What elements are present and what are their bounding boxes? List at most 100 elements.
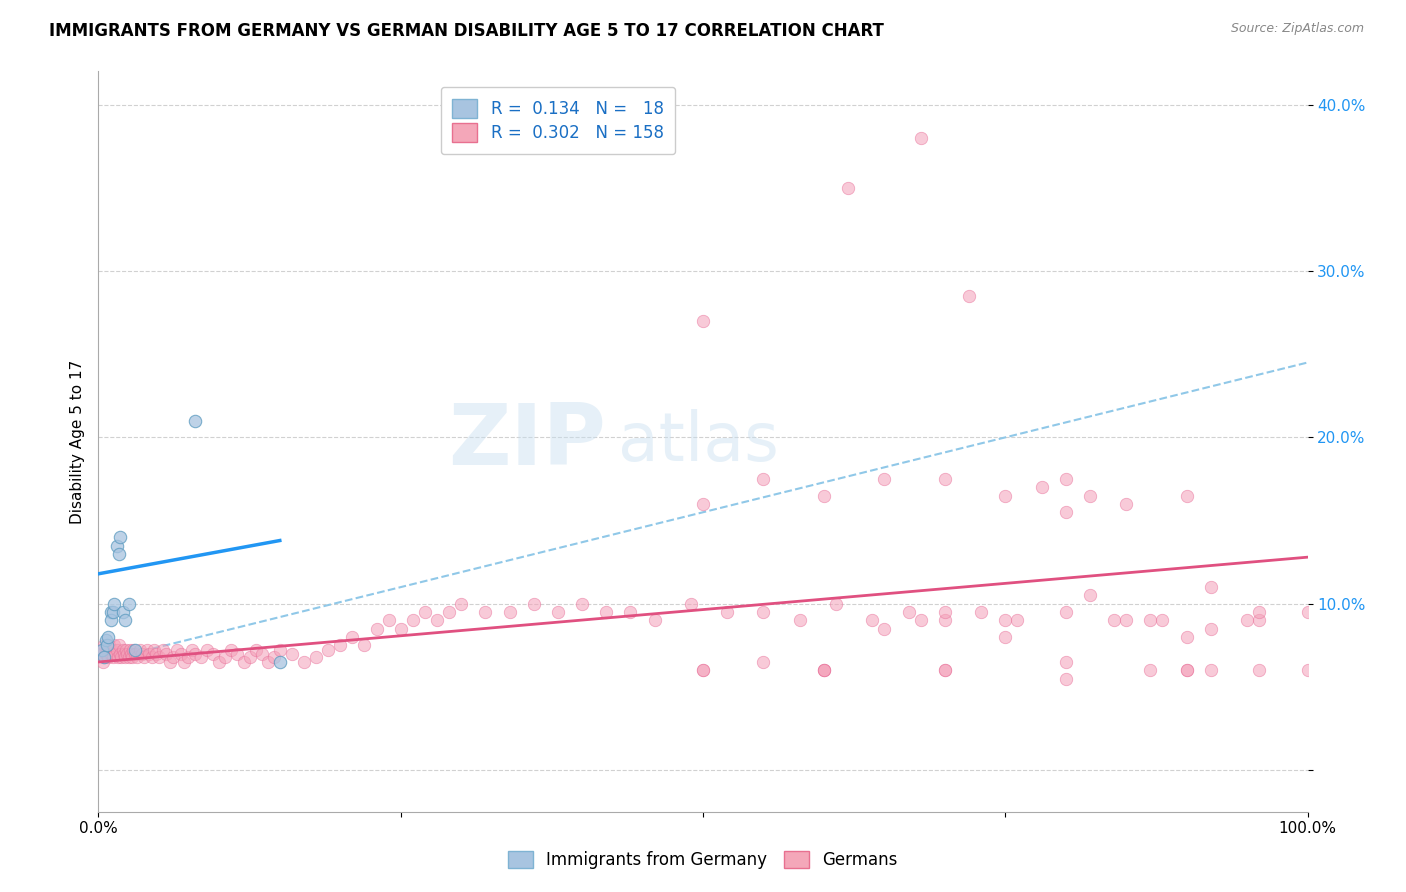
Text: Source: ZipAtlas.com: Source: ZipAtlas.com: [1230, 22, 1364, 36]
Point: [117, 647, 139, 661]
Point: [1054, 672, 1077, 686]
Point: [1296, 663, 1319, 677]
Point: [813, 489, 835, 503]
Point: [994, 489, 1017, 503]
Point: [96, 638, 118, 652]
Point: [100, 647, 122, 661]
Point: [108, 638, 131, 652]
Point: [752, 605, 775, 619]
Point: [1007, 614, 1029, 628]
Point: [91, 643, 114, 657]
Point: [692, 663, 714, 677]
Point: [93, 650, 115, 665]
Point: [1031, 480, 1053, 494]
Point: [994, 630, 1017, 644]
Point: [281, 647, 304, 661]
Point: [316, 643, 339, 657]
Point: [107, 650, 129, 665]
Point: [105, 643, 128, 657]
Point: [94, 647, 117, 661]
Point: [148, 650, 170, 665]
Point: [114, 614, 136, 628]
Legend: Immigrants from Germany, Germans: Immigrants from Germany, Germans: [498, 841, 908, 880]
Point: [523, 597, 546, 611]
Point: [97, 650, 120, 665]
Point: [789, 614, 811, 628]
Point: [118, 650, 141, 665]
Point: [692, 497, 714, 511]
Y-axis label: Disability Age 5 to 17: Disability Age 5 to 17: [69, 359, 84, 524]
Point: [135, 643, 157, 657]
Point: [166, 643, 188, 657]
Point: [1175, 663, 1198, 677]
Point: [232, 655, 254, 669]
Point: [1296, 605, 1319, 619]
Point: [860, 614, 883, 628]
Point: [127, 650, 149, 665]
Point: [122, 643, 145, 657]
Point: [221, 643, 243, 657]
Point: [934, 663, 956, 677]
Point: [910, 131, 932, 145]
Point: [292, 655, 315, 669]
Point: [91, 643, 114, 657]
Point: [98, 638, 121, 652]
Point: [118, 597, 141, 611]
Point: [1175, 489, 1198, 503]
Point: [1175, 630, 1198, 644]
Point: [143, 643, 166, 657]
Point: [873, 472, 896, 486]
Legend: R =  0.134   N =   18, R =  0.302   N = 158: R = 0.134 N = 18, R = 0.302 N = 158: [440, 87, 675, 154]
Point: [190, 650, 212, 665]
Point: [145, 647, 167, 661]
Point: [692, 314, 714, 328]
Point: [1236, 614, 1258, 628]
Point: [162, 650, 184, 665]
Point: [108, 530, 131, 544]
Point: [93, 650, 115, 665]
Point: [108, 547, 131, 561]
Point: [112, 647, 135, 661]
Point: [111, 643, 134, 657]
Point: [100, 643, 122, 657]
Point: [571, 597, 593, 611]
Point: [813, 663, 835, 677]
Point: [366, 622, 388, 636]
Point: [159, 655, 181, 669]
Point: [121, 650, 143, 665]
Point: [180, 643, 202, 657]
Point: [1078, 489, 1101, 503]
Point: [134, 650, 156, 665]
Point: [342, 630, 364, 644]
Point: [226, 647, 249, 661]
Point: [413, 605, 436, 619]
Point: [474, 605, 496, 619]
Point: [118, 643, 141, 657]
Point: [934, 663, 956, 677]
Point: [96, 643, 118, 657]
Point: [1249, 605, 1271, 619]
Point: [934, 472, 956, 486]
Point: [184, 414, 207, 428]
Point: [1054, 605, 1077, 619]
Point: [329, 638, 352, 652]
Point: [173, 655, 195, 669]
Point: [1249, 614, 1271, 628]
Point: [934, 614, 956, 628]
Point: [128, 643, 150, 657]
Point: [100, 605, 122, 619]
Point: [263, 650, 285, 665]
Point: [90, 647, 112, 661]
Point: [813, 663, 835, 677]
Point: [1199, 663, 1222, 677]
Point: [692, 663, 714, 677]
Point: [547, 605, 569, 619]
Point: [994, 614, 1017, 628]
Point: [108, 647, 131, 661]
Point: [377, 614, 399, 628]
Point: [934, 605, 956, 619]
Point: [169, 647, 191, 661]
Point: [105, 539, 128, 553]
Point: [214, 650, 236, 665]
Point: [353, 638, 375, 652]
